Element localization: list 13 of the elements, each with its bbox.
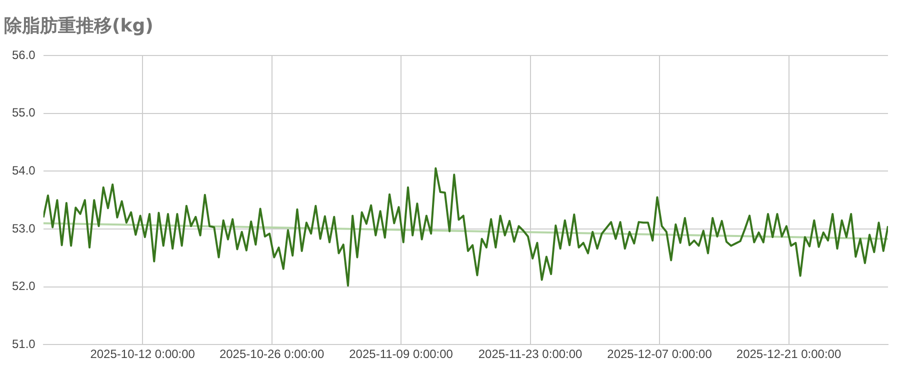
x-tick-label: 2025-12-07 0:00:00 (607, 347, 712, 362)
y-tick-label: 55.0 (12, 106, 36, 120)
y-tick-label: 53.0 (12, 221, 36, 236)
y-tick-label: 56.0 (12, 48, 36, 62)
y-tick-label: 51.0 (12, 336, 36, 351)
x-tick-label: 2025-10-26 0:00:00 (219, 347, 325, 362)
x-tick-label: 2025-11-23 0:00:00 (478, 347, 583, 362)
x-tick-label: 2025-11-09 0:00:00 (349, 347, 454, 362)
y-tick-label: 54.0 (12, 164, 36, 178)
x-tick-label: 2025-12-21 0:00:00 (736, 347, 842, 362)
chart-title: 除脂肪重推移(kg) (4, 15, 154, 36)
y-tick-label: 52.0 (12, 279, 36, 294)
x-tick-label: 2025-10-12 0:00:00 (90, 347, 196, 362)
